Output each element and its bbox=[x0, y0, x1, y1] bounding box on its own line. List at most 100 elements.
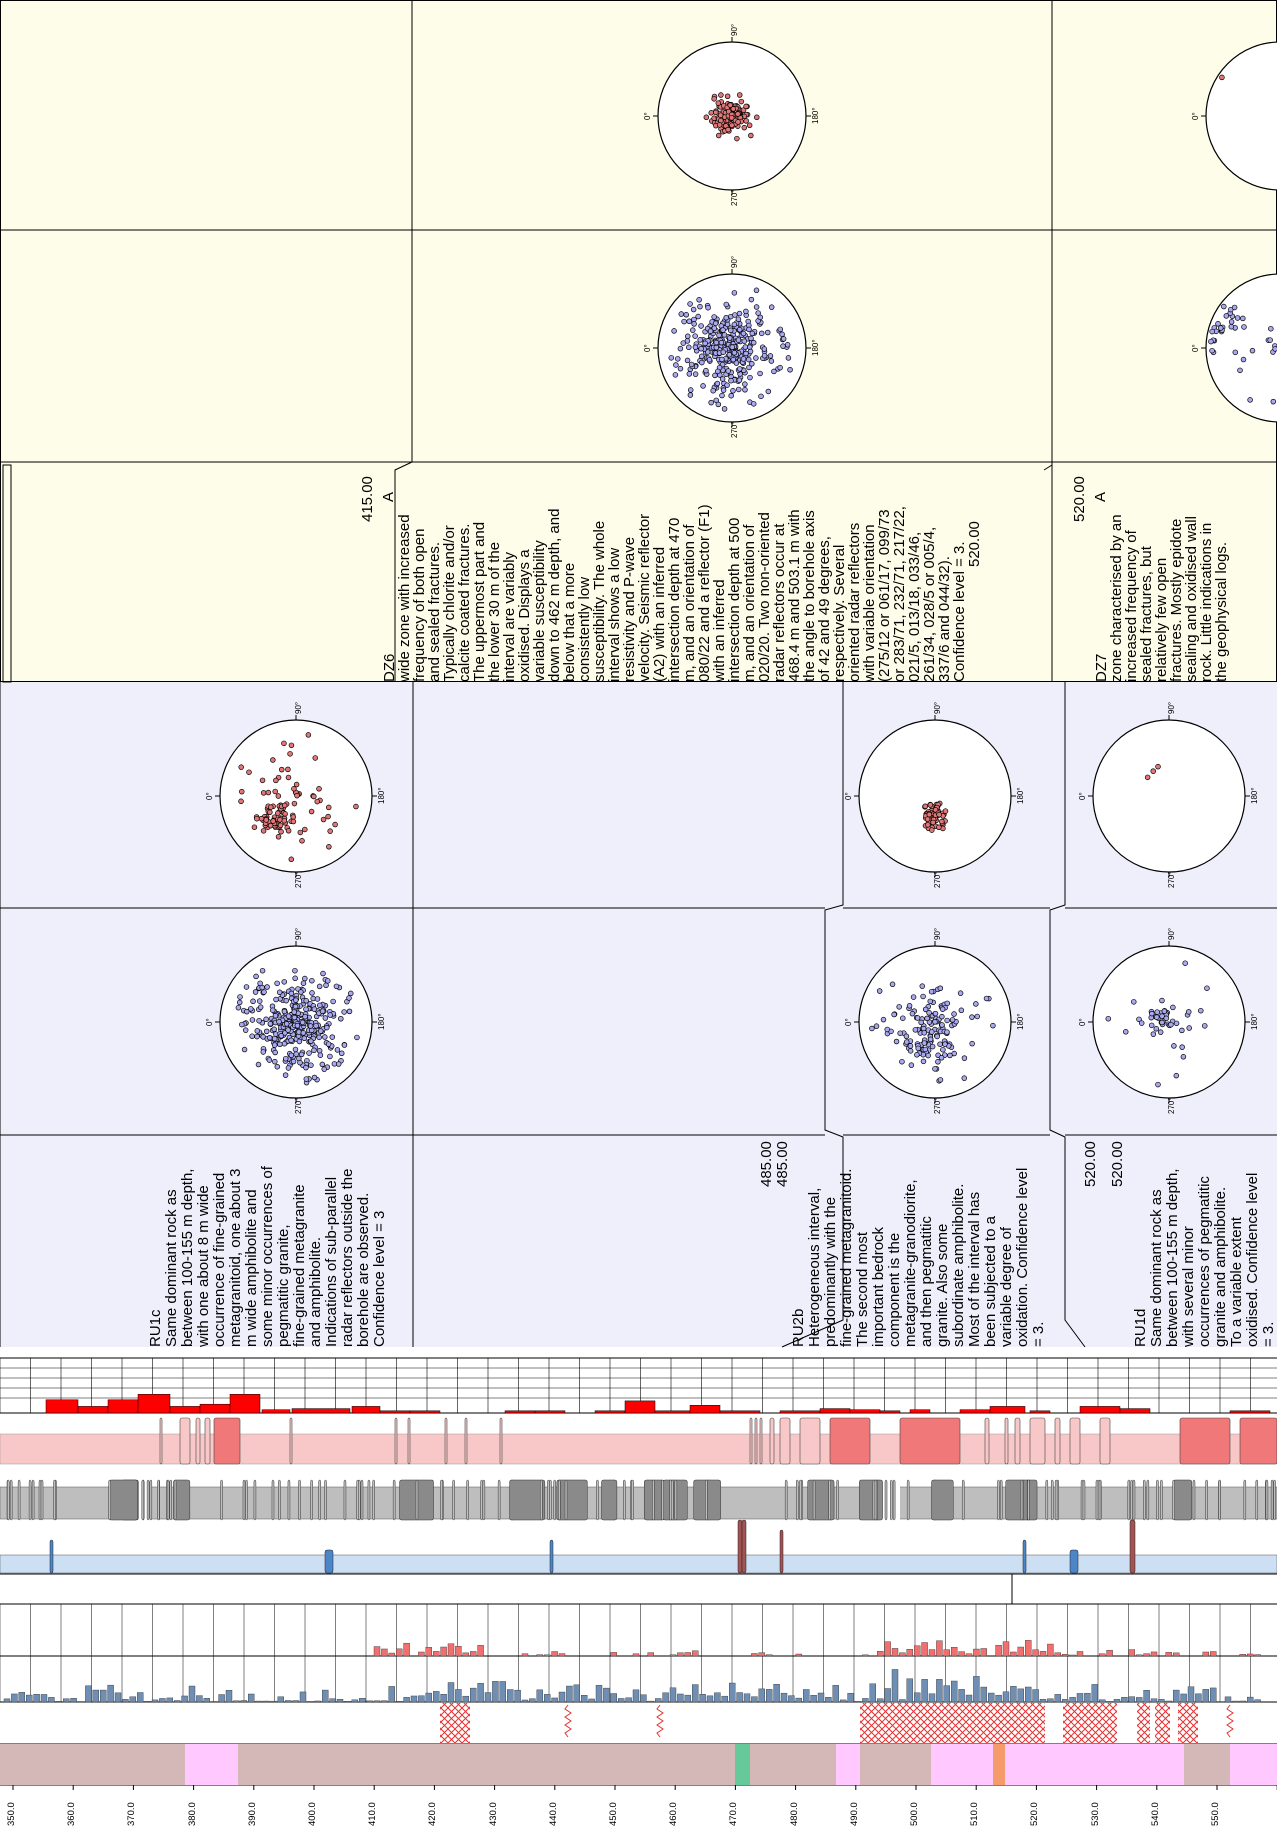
pole-point bbox=[969, 1014, 975, 1020]
pole-point bbox=[316, 1034, 322, 1041]
blue-histogram-bar bbox=[714, 1692, 721, 1703]
pole-point bbox=[303, 998, 309, 1004]
pole-point bbox=[944, 1017, 950, 1024]
pole-point bbox=[1240, 315, 1246, 322]
pole-point bbox=[267, 804, 274, 810]
zone-text-dz7: 520.00 A DZ7 zone characterised by an in… bbox=[1071, 476, 1230, 682]
pole-point bbox=[727, 335, 733, 341]
stereonet-label-180: 180° bbox=[811, 339, 820, 356]
pole-point bbox=[1155, 763, 1161, 770]
grey-rock-interval bbox=[1243, 1479, 1247, 1521]
red-histogram-bar bbox=[632, 1653, 640, 1657]
blue-histogram-bar bbox=[899, 1699, 906, 1703]
red-histogram-bar bbox=[677, 1652, 684, 1657]
blue-histogram-bar bbox=[210, 1701, 218, 1703]
blue-histogram-bar bbox=[26, 1694, 33, 1703]
pole-point bbox=[1267, 337, 1273, 343]
pink-rock-interval bbox=[464, 1417, 468, 1465]
pink-rock-interval bbox=[759, 1417, 763, 1465]
stereonet-label-270: 270° bbox=[294, 871, 303, 888]
pole-point bbox=[743, 118, 749, 124]
rock-type-interval bbox=[1005, 1744, 1015, 1785]
blue-histogram-bar bbox=[188, 1685, 196, 1703]
red-histogram-bar bbox=[558, 1653, 566, 1657]
pole-point bbox=[1161, 1008, 1168, 1014]
pole-point bbox=[720, 349, 727, 355]
blue-histogram-bar bbox=[48, 1697, 55, 1703]
blue-marker bbox=[1129, 1519, 1136, 1574]
pole-point bbox=[715, 368, 721, 375]
pole-point bbox=[712, 372, 718, 379]
pole-point bbox=[1219, 74, 1225, 81]
fracture-bar bbox=[1229, 1410, 1271, 1414]
pole-point bbox=[317, 1002, 323, 1009]
pole-point bbox=[929, 827, 935, 833]
pole-point bbox=[726, 352, 733, 358]
blue-histogram-bar bbox=[1061, 1699, 1069, 1703]
blue-marker bbox=[737, 1519, 743, 1574]
pole-point bbox=[719, 356, 725, 363]
pole-point bbox=[273, 777, 279, 784]
pole-point bbox=[700, 383, 706, 389]
pole-point bbox=[318, 1028, 324, 1034]
pole-point bbox=[677, 365, 684, 372]
pole-point bbox=[266, 1034, 273, 1041]
pole-point bbox=[1180, 1054, 1187, 1060]
pole-point bbox=[257, 1004, 264, 1010]
stereonet: 0° 90° 180° 270° bbox=[1078, 702, 1259, 888]
pole-point bbox=[974, 1013, 981, 1020]
fracture-bar bbox=[1079, 1406, 1121, 1414]
pole-point bbox=[869, 1025, 875, 1032]
blue-histogram-bar bbox=[877, 1698, 884, 1703]
pole-point bbox=[896, 1004, 902, 1010]
pole-point bbox=[274, 980, 280, 987]
grey-rock-interval bbox=[169, 1479, 172, 1521]
pole-point bbox=[325, 804, 332, 811]
stereonet: 0° 90° 180° 270° bbox=[205, 928, 386, 1114]
blue-histogram-bar bbox=[433, 1691, 440, 1703]
pink-rock-interval bbox=[289, 1417, 293, 1465]
blue-histogram-bar bbox=[70, 1698, 77, 1703]
red-histogram-bar bbox=[1054, 1652, 1062, 1657]
grey-rock-interval bbox=[7, 1479, 10, 1521]
pole-point bbox=[708, 399, 714, 406]
red-histogram-bar bbox=[403, 1642, 410, 1657]
pole-point bbox=[717, 112, 724, 118]
pole-point bbox=[764, 329, 771, 336]
fracture-bar bbox=[261, 1409, 291, 1414]
stereonet: 0° 90° 180° 270° bbox=[643, 24, 820, 206]
blue-histogram-bar bbox=[928, 1693, 936, 1703]
pole-point bbox=[903, 1033, 910, 1040]
red-histogram-bar bbox=[610, 1652, 617, 1657]
pole-point bbox=[716, 122, 723, 128]
blue-histogram-bar bbox=[817, 1692, 825, 1703]
grey-rock-interval bbox=[1050, 1479, 1054, 1521]
blue-histogram-bar bbox=[55, 1701, 62, 1703]
pole-point bbox=[713, 339, 720, 346]
blue-histogram-bar bbox=[307, 1701, 314, 1703]
pole-point bbox=[741, 124, 748, 131]
grey-rock-interval bbox=[38, 1479, 42, 1521]
red-histogram-bar bbox=[921, 1642, 928, 1657]
pole-point bbox=[735, 337, 742, 343]
pole-point bbox=[330, 998, 336, 1005]
blue-histogram-bar bbox=[581, 1695, 588, 1703]
stereonet: 0° 90° 180° 270° bbox=[844, 702, 1025, 888]
pole-point bbox=[937, 985, 944, 991]
pole-point bbox=[939, 818, 945, 825]
pole-point bbox=[924, 816, 931, 822]
pole-point bbox=[1159, 997, 1165, 1004]
pole-point bbox=[272, 1058, 278, 1065]
pole-point bbox=[293, 1051, 299, 1057]
blue-histogram-bar bbox=[1187, 1686, 1195, 1703]
pole-point bbox=[238, 798, 244, 805]
pole-point bbox=[239, 788, 245, 795]
pole-point bbox=[272, 788, 278, 795]
blue-histogram-bar bbox=[1143, 1690, 1150, 1703]
pole-point bbox=[288, 1052, 295, 1058]
pole-point bbox=[273, 996, 279, 1003]
pole-point bbox=[937, 1077, 944, 1083]
grey-rock-interval bbox=[1027, 1479, 1030, 1521]
grey-rock-interval bbox=[40, 1479, 44, 1521]
